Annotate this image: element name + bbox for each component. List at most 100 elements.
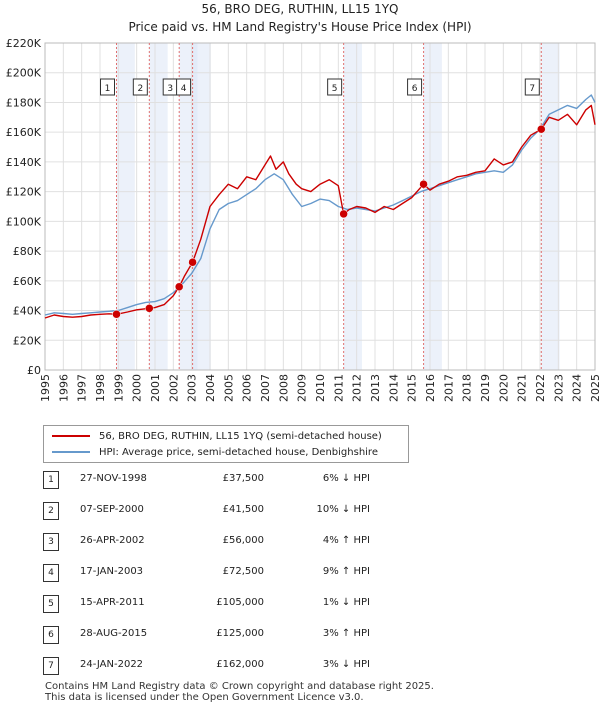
x-tick-label: 2007 bbox=[259, 374, 272, 402]
x-tick-label: 2001 bbox=[149, 374, 162, 402]
sale-point bbox=[419, 179, 428, 189]
sale-point bbox=[112, 310, 121, 319]
sale-marker-box bbox=[407, 78, 423, 96]
sale-marker-text: 4 bbox=[181, 84, 187, 94]
legend-label-hpi: HPI: Average price, semi-detached house,… bbox=[99, 446, 378, 458]
sale-marker-box bbox=[327, 78, 343, 96]
x-tick-label: 2010 bbox=[314, 374, 327, 402]
sale-date: 26-APR-2002 bbox=[80, 535, 145, 546]
sale-price: £105,000 bbox=[216, 597, 264, 608]
sale-date: 07-SEP-2000 bbox=[80, 504, 144, 515]
sale-date: 27-NOV-1998 bbox=[80, 473, 147, 484]
sale-hpi-diff: 1% ↓ HPI bbox=[322, 597, 370, 608]
sale-row: 5 15-APR-2011 £105,000 1% ↓ HPI bbox=[0, 592, 600, 616]
sale-marker-text: 6 bbox=[412, 84, 418, 94]
sale-marker-box bbox=[100, 78, 115, 96]
sale-point bbox=[339, 209, 348, 219]
x-tick-label: 2023 bbox=[552, 374, 565, 402]
sale-hpi-diff: 3% ↑ HPI bbox=[322, 628, 370, 639]
y-tick-label: £0 bbox=[27, 364, 41, 377]
x-tick-label: 2002 bbox=[167, 374, 180, 402]
plot-frame bbox=[44, 42, 596, 371]
legend-item-property: 56, BRO DEG, RUTHIN, LL15 1YQ (semi-deta… bbox=[52, 429, 382, 443]
x-tick-label: 2008 bbox=[277, 374, 290, 402]
x-tick-label: 1998 bbox=[94, 374, 107, 402]
sale-marker-label: 6 bbox=[407, 78, 423, 96]
x-tick-label: 2003 bbox=[186, 374, 199, 402]
sale-hpi-diff: 4% ↑ HPI bbox=[322, 535, 370, 546]
sale-price: £72,500 bbox=[222, 566, 264, 577]
sale-hpi-diff: 6% ↓ HPI bbox=[322, 473, 370, 484]
x-tick-label: 1999 bbox=[112, 374, 125, 402]
sale-row: 4 17-JAN-2003 £72,500 9% ↑ HPI bbox=[0, 561, 600, 585]
y-tick-label: £80K bbox=[13, 245, 42, 258]
sale-number: 4 bbox=[43, 564, 59, 582]
sale-number: 5 bbox=[43, 595, 59, 613]
sale-row: 6 28-AUG-2015 £125,000 3% ↑ HPI bbox=[0, 623, 600, 647]
x-tick-label: 2013 bbox=[369, 374, 382, 402]
footer-licence: This data is licensed under the Open Gov… bbox=[45, 692, 364, 703]
x-tick-label: 2020 bbox=[497, 374, 510, 402]
x-tick-label: 2005 bbox=[222, 374, 235, 402]
sale-band bbox=[343, 43, 362, 370]
x-tick-label: 2011 bbox=[332, 374, 345, 402]
sale-point bbox=[188, 257, 197, 267]
legend-swatch-property bbox=[52, 435, 90, 437]
sale-row: 1 27-NOV-1998 £37,500 6% ↓ HPI bbox=[0, 468, 600, 492]
y-tick-label: £60K bbox=[13, 275, 42, 288]
sale-band bbox=[541, 43, 560, 370]
legend-label-property: 56, BRO DEG, RUTHIN, LL15 1YQ (semi-deta… bbox=[99, 430, 382, 442]
sale-row: 7 24-JAN-2022 £162,000 3% ↓ HPI bbox=[0, 654, 600, 678]
x-tick-label: 1995 bbox=[39, 374, 52, 402]
sale-marker-label: 3 bbox=[162, 78, 178, 96]
sale-band bbox=[423, 43, 442, 370]
x-tick-label: 2004 bbox=[204, 374, 217, 402]
sale-marker-box bbox=[132, 78, 148, 96]
chart-title: 56, BRO DEG, RUTHIN, LL15 1YQ bbox=[201, 2, 399, 16]
legend-item-hpi: HPI: Average price, semi-detached house,… bbox=[52, 445, 378, 459]
x-tick-label: 2019 bbox=[479, 374, 492, 402]
sale-marker-text: 5 bbox=[332, 84, 338, 94]
y-tick-label: £120K bbox=[6, 186, 42, 199]
x-tick-label: 2022 bbox=[534, 374, 547, 402]
sale-price: £41,500 bbox=[222, 504, 264, 515]
sale-price: £37,500 bbox=[222, 473, 264, 484]
sale-marker-text: 2 bbox=[137, 84, 143, 94]
sale-number: 6 bbox=[43, 626, 59, 644]
legend-swatch-hpi bbox=[52, 451, 90, 453]
sale-marker-box bbox=[524, 78, 540, 96]
sale-date: 24-JAN-2022 bbox=[80, 659, 144, 670]
sale-price: £125,000 bbox=[216, 628, 264, 639]
sale-number: 1 bbox=[43, 471, 59, 489]
y-tick-label: £20K bbox=[13, 334, 42, 347]
sale-number: 3 bbox=[43, 533, 59, 551]
y-tick-label: £140K bbox=[6, 156, 42, 169]
y-tick-label: £40K bbox=[13, 305, 42, 318]
x-tick-label: 1996 bbox=[57, 374, 70, 402]
sale-marker-label: 2 bbox=[132, 78, 148, 96]
chart-grid bbox=[44, 42, 596, 371]
sale-marker-box bbox=[176, 78, 192, 96]
sale-marker-label: 4 bbox=[176, 78, 192, 96]
sale-hpi-diff: 9% ↑ HPI bbox=[322, 566, 370, 577]
sale-marker-text: 7 bbox=[529, 84, 535, 94]
y-tick-label: £160K bbox=[6, 126, 42, 139]
sale-row: 3 26-APR-2002 £56,000 4% ↑ HPI bbox=[0, 530, 600, 554]
sale-number: 7 bbox=[43, 657, 59, 675]
x-tick-label: 2006 bbox=[241, 374, 254, 402]
series-line-hpi bbox=[44, 94, 596, 316]
sale-marker-text: 3 bbox=[167, 84, 173, 94]
x-tick-label: 2017 bbox=[442, 374, 455, 402]
sale-bands bbox=[116, 43, 560, 370]
sale-marker-label: 5 bbox=[327, 78, 343, 96]
sale-date: 28-AUG-2015 bbox=[80, 628, 148, 639]
x-tick-label: 2024 bbox=[571, 374, 584, 402]
x-tick-label: 1997 bbox=[76, 374, 89, 402]
y-tick-label: £200K bbox=[6, 67, 42, 80]
sale-marker-label: 1 bbox=[100, 78, 115, 96]
y-axis: £0 £20K £40K £60K £80K £100K £120K £140K £160K £1… bbox=[6, 37, 42, 377]
footer: Contains HM Land Registry data © Crown c… bbox=[45, 681, 434, 703]
sale-point bbox=[174, 282, 184, 292]
sale-band bbox=[149, 43, 168, 370]
